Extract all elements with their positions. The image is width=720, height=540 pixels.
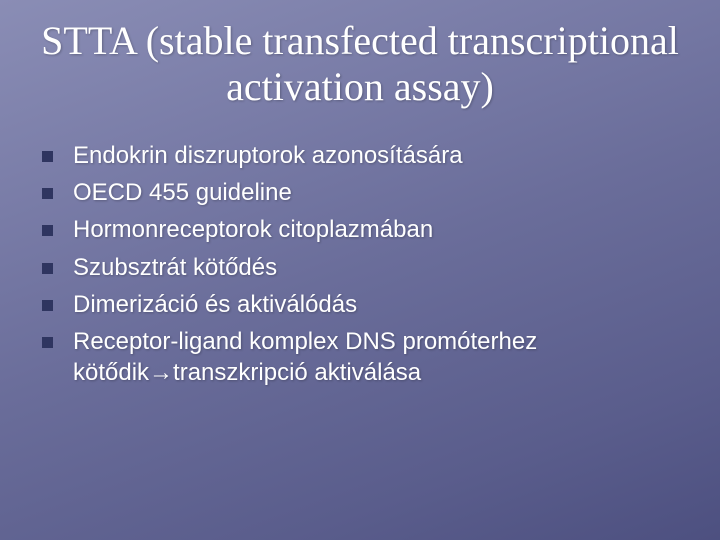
list-item: Receptor-ligand komplex DNS promóterhez … xyxy=(42,326,690,388)
bullet-list: Endokrin diszruptorok azonosítására OECD… xyxy=(30,140,690,388)
slide-title: STTA (stable transfected transcriptional… xyxy=(30,18,690,110)
slide-container: STTA (stable transfected transcriptional… xyxy=(0,0,720,540)
bullet-text: Dimerizáció és aktiválódás xyxy=(73,289,357,320)
bullet-icon xyxy=(42,337,53,348)
bullet-text: Endokrin diszruptorok azonosítására xyxy=(73,140,463,171)
bullet-icon xyxy=(42,151,53,162)
list-item: Szubsztrát kötődés xyxy=(42,252,690,283)
list-item: Endokrin diszruptorok azonosítására xyxy=(42,140,690,171)
list-item: Dimerizáció és aktiválódás xyxy=(42,289,690,320)
bullet-icon xyxy=(42,263,53,274)
bullet-text: Szubsztrát kötődés xyxy=(73,252,277,283)
bullet-text: Receptor-ligand komplex DNS promóterhez … xyxy=(73,326,690,388)
bullet-icon xyxy=(42,188,53,199)
bullet-icon xyxy=(42,300,53,311)
bullet-text: Hormonreceptorok citoplazmában xyxy=(73,214,433,245)
bullet-text: OECD 455 guideline xyxy=(73,177,292,208)
list-item: OECD 455 guideline xyxy=(42,177,690,208)
list-item: Hormonreceptorok citoplazmában xyxy=(42,214,690,245)
bullet-icon xyxy=(42,225,53,236)
